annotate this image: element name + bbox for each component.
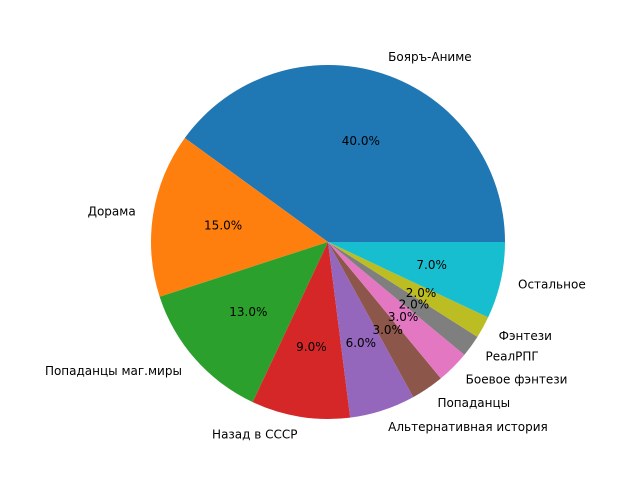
pie-pct-label-4: 6.0%: [346, 336, 377, 350]
pie-pct-label-9: 7.0%: [416, 258, 447, 272]
pie-category-label-7: РеалРПГ: [486, 349, 539, 363]
pie-category-label-4: Альтернативная история: [388, 420, 548, 434]
pie-pct-label-6: 3.0%: [388, 310, 419, 324]
pie-category-label-6: Боевое фэнтези: [466, 373, 568, 387]
pie-pct-label-2: 13.0%: [229, 305, 267, 319]
pie-category-label-9: Остальное: [518, 277, 586, 291]
pie-pct-label-5: 3.0%: [372, 323, 403, 337]
pie-category-label-3: Назад в СССР: [212, 427, 297, 441]
pie-slice-3: [252, 242, 351, 419]
pie-category-label-0: Бояръ-Аниме: [388, 50, 472, 64]
pie-pct-label-0: 40.0%: [342, 134, 380, 148]
pie-slice-6: [328, 242, 465, 379]
pie-category-label-2: Попаданцы маг.миры: [45, 364, 182, 378]
pie-category-label-5: Попаданцы: [437, 396, 510, 410]
pie-slice-8: [328, 242, 489, 337]
pie-slice-0: [184, 64, 506, 243]
pie-pct-label-1: 15.0%: [204, 218, 242, 232]
pie-category-label-1: Дорама: [88, 205, 136, 219]
pie-slice-7: [328, 242, 478, 355]
pie-slice-9: [328, 242, 505, 318]
pie-pct-label-7: 2.0%: [399, 297, 430, 311]
pie-slice-5: [328, 242, 441, 398]
labels-layer: 40.0% Бояръ-Аниме 15.0% Дорама 13.0% Попаданц…: [45, 50, 586, 441]
pie-slice-4: [328, 242, 414, 418]
pie-category-label-8: Фэнтези: [499, 329, 552, 343]
pie-pct-label-3: 9.0%: [296, 340, 327, 354]
pie-slice-1: [150, 137, 328, 297]
pie-pct-label-8: 2.0%: [406, 286, 437, 300]
slices-layer: [150, 64, 506, 419]
pie-slice-2: [159, 242, 328, 403]
